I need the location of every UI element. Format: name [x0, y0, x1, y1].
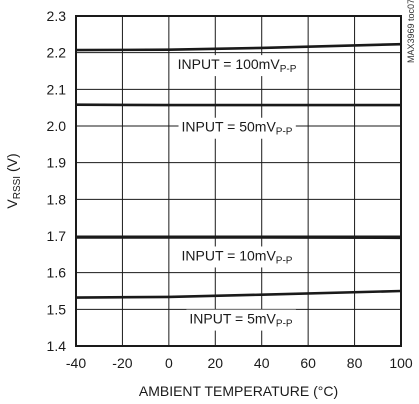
grid	[76, 16, 401, 346]
x-axis-title: AMBIENT TEMPERATURE (°C)	[139, 383, 338, 399]
plot-frame	[75, 15, 402, 347]
series-line	[75, 289, 402, 299]
y-tick-label: 1.5	[47, 301, 67, 317]
x-tick-label: 20	[207, 355, 223, 371]
x-tick-label: 40	[254, 355, 270, 371]
y-axis-title-sub: RSSI	[12, 176, 23, 199]
series-label: INPUT = 50mVP-P	[182, 119, 293, 138]
series-label-main: INPUT = 10mV	[182, 247, 277, 263]
series-line	[75, 42, 402, 52]
series-label-main: INPUT = 100mV	[178, 56, 281, 72]
y-tick-label: 2.1	[47, 81, 67, 97]
tick-labels: -40 -20 0 20 40 60 80 100 1.4 1.5 1.6 1.7 1.8 1.9 2.0 2…	[47, 8, 413, 371]
y-tick-label: 1.4	[47, 338, 67, 354]
series-label: INPUT = 5mVP-P	[189, 311, 293, 330]
x-tick-label: -40	[66, 355, 86, 371]
y-axis-title-main: V	[4, 199, 20, 209]
series-label: INPUT = 100mVP-P	[178, 56, 297, 75]
y-axis-title-unit: (V)	[4, 153, 20, 176]
x-tick-label: -20	[112, 355, 132, 371]
x-tick-label: 80	[347, 355, 363, 371]
series-label-background	[174, 55, 300, 77]
series-label-sub: P-P	[276, 255, 293, 266]
y-tick-label: 1.8	[47, 191, 67, 207]
x-tick-label: 0	[165, 355, 173, 371]
series-label-background	[178, 117, 296, 139]
y-tick-label: 2.0	[47, 118, 67, 134]
series-lines	[75, 42, 402, 299]
y-tick-label: 2.2	[47, 45, 67, 61]
series-label-sub: P-P	[280, 64, 297, 75]
y-tick-label: 1.7	[47, 228, 67, 244]
series-label-main: INPUT = 5mV	[189, 311, 276, 327]
y-tick-label: 1.6	[47, 265, 67, 281]
figure-tag: MAX3969 toc07	[406, 0, 416, 63]
y-tick-label: 2.3	[47, 8, 67, 24]
series-label-sub: P-P	[276, 319, 293, 330]
y-tick-label: 1.9	[47, 155, 67, 171]
series-label-background	[186, 309, 296, 331]
x-tick-label: 60	[300, 355, 316, 371]
series-label: INPUT = 10mVP-P	[182, 247, 293, 266]
series-label-sub: P-P	[276, 127, 293, 138]
series-label-background	[178, 246, 296, 268]
y-axis-title: VRSSI (V)	[4, 153, 23, 208]
series-label-main: INPUT = 50mV	[182, 119, 277, 135]
x-tick-label: 100	[389, 355, 413, 371]
